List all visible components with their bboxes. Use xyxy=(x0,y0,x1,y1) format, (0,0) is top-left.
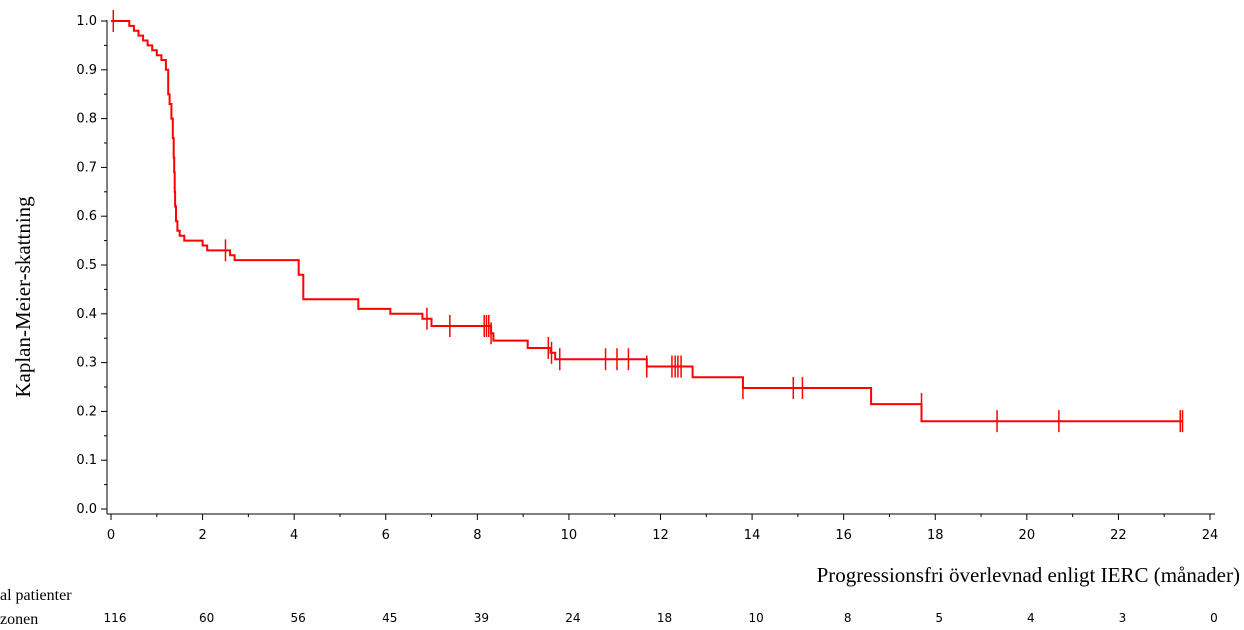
y-tick-label: 0.6 xyxy=(76,209,97,224)
x-tick-label: 4 xyxy=(290,528,298,543)
x-tick-label: 14 xyxy=(744,528,761,543)
risk-count: 18 xyxy=(657,611,672,625)
risk-count: 60 xyxy=(199,611,214,625)
risk-count: 8 xyxy=(844,611,852,625)
y-tick-label: 0.4 xyxy=(76,307,97,322)
y-tick-label: 0.3 xyxy=(76,356,97,371)
y-tick-label: 1.0 xyxy=(76,14,97,29)
y-tick-label: 0.7 xyxy=(76,160,97,175)
x-tick-label: 6 xyxy=(382,528,390,543)
risk-table-label-line1: al patienter xyxy=(0,587,72,604)
y-tick-label: 0.5 xyxy=(76,258,97,273)
y-tick-label: 0.1 xyxy=(76,453,97,468)
x-tick-label: 8 xyxy=(473,528,481,543)
x-tick-label: 16 xyxy=(835,528,852,543)
km-curve xyxy=(111,20,1183,423)
risk-counts: 116 60 56 45 39 24 18 10 8 5 4 3 0 xyxy=(104,611,1218,625)
x-tick-label: 2 xyxy=(198,528,206,543)
y-tick-label: 0.0 xyxy=(76,502,97,517)
risk-count: 39 xyxy=(474,611,489,625)
risk-table-label-line2: zonen xyxy=(0,611,38,628)
x-tick-label: 24 xyxy=(1202,528,1219,543)
risk-count: 3 xyxy=(1119,611,1127,625)
x-axis-title: Progressionsfri överlevnad enligt IERC (… xyxy=(817,563,1240,587)
x-tick-label: 12 xyxy=(652,528,669,543)
risk-count: 45 xyxy=(382,611,397,625)
y-ticks: 0.0 0.1 0.2 0.3 0.4 0.5 0.6 0.7 0.8 0.9 1.0 xyxy=(76,14,107,517)
x-tick-label: 18 xyxy=(927,528,944,543)
km-series xyxy=(111,10,1184,433)
y-axis-title: Kaplan-Meier-skattning xyxy=(11,196,35,398)
x-axis: 0 2 4 6 8 10 12 14 16 18 20 22 24 xyxy=(107,513,1218,543)
risk-count: 0 xyxy=(1210,611,1218,625)
risk-count: 5 xyxy=(935,611,943,625)
risk-count: 10 xyxy=(748,611,763,625)
y-tick-label: 0.8 xyxy=(76,112,97,127)
risk-count: 56 xyxy=(291,611,306,625)
y-axis: 0.0 0.1 0.2 0.3 0.4 0.5 0.6 0.7 0.8 0.9 1.0 xyxy=(76,14,108,517)
y-tick-label: 0.9 xyxy=(76,63,97,78)
risk-count: 24 xyxy=(565,611,580,625)
x-tick-label: 20 xyxy=(1019,528,1036,543)
risk-count: 4 xyxy=(1027,611,1035,625)
risk-count: 116 xyxy=(104,611,127,625)
x-tick-label: 22 xyxy=(1110,528,1127,543)
x-tick-label: 10 xyxy=(561,528,578,543)
risk-table: al patienter zonen 116 60 56 45 39 24 18 10 8 5 4 3… xyxy=(0,587,1218,628)
x-ticks: 0 2 4 6 8 10 12 14 16 18 20 22 24 xyxy=(107,514,1218,543)
x-tick-label: 0 xyxy=(107,528,115,543)
y-tick-label: 0.2 xyxy=(76,404,97,419)
